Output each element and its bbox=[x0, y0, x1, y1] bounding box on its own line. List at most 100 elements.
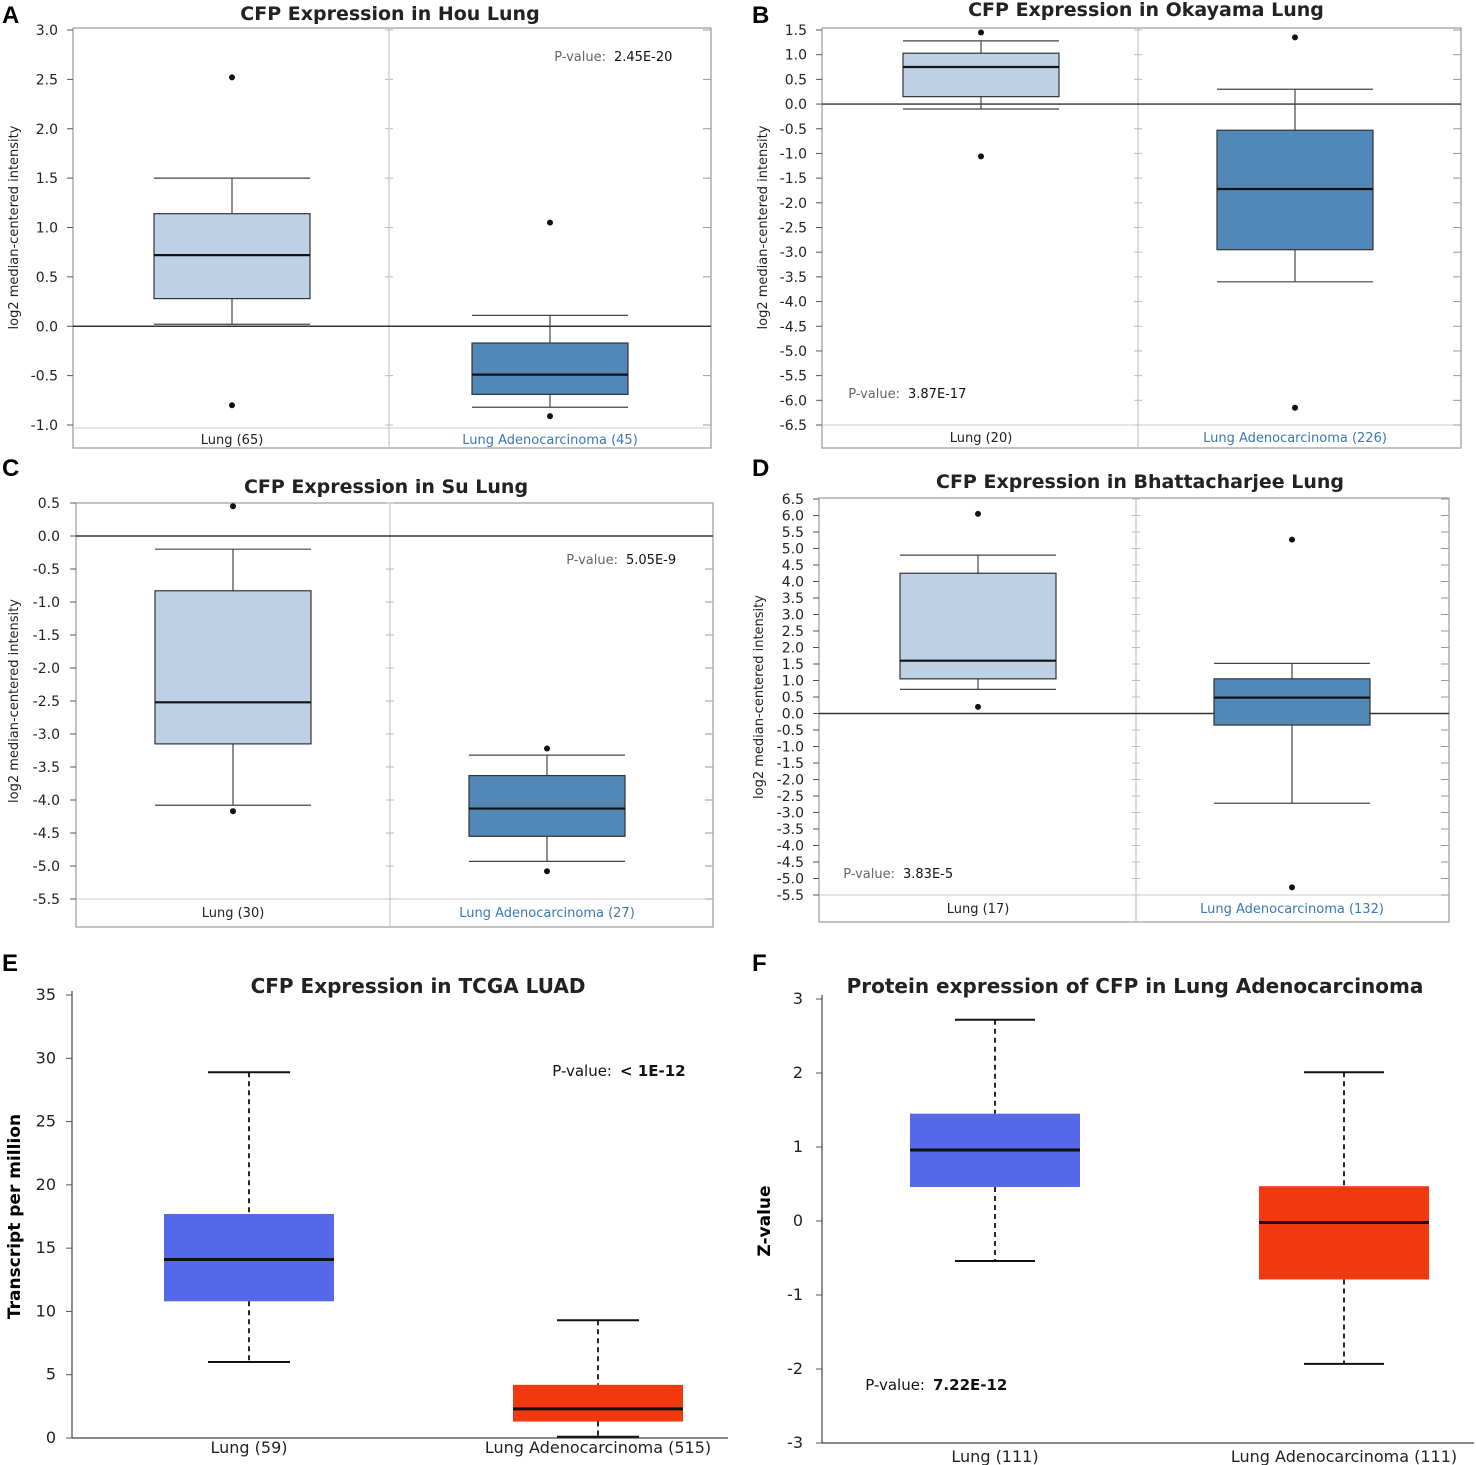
y-tick-label-b-3: 0.0 bbox=[785, 97, 807, 113]
y-tick-label-e-3: 20 bbox=[36, 1175, 56, 1194]
chart-title-f: Protein expression of CFP in Lung Adenoc… bbox=[847, 974, 1424, 998]
outlier-b-0-1 bbox=[978, 153, 984, 160]
box-e-0 bbox=[164, 1213, 334, 1302]
y-tick-label-d-19: -3.0 bbox=[777, 806, 804, 822]
panel-letter-b: B bbox=[752, 2, 770, 29]
y-tick-label-f-1: 2 bbox=[793, 1063, 803, 1082]
category-label-c-0: Lung (30) bbox=[202, 906, 265, 921]
y-tick-label-e-7: 0 bbox=[46, 1428, 56, 1447]
y-tick-label-d-17: -2.0 bbox=[777, 773, 804, 789]
chart-title-c: CFP Expression in Su Lung bbox=[244, 476, 528, 498]
box-c-1 bbox=[468, 774, 626, 837]
y-tick-label-a-2: 2.0 bbox=[36, 122, 58, 138]
category-label-a-1: Lung Adenocarcinoma (45) bbox=[462, 433, 638, 448]
plot-frame-d bbox=[818, 497, 1450, 923]
y-tick-label-d-24: -5.5 bbox=[777, 888, 804, 904]
outlier-a-0-0 bbox=[229, 74, 235, 81]
y-tick-label-d-20: -3.5 bbox=[777, 822, 804, 838]
box-a-1 bbox=[471, 342, 629, 395]
y-tick-label-a-3: 1.5 bbox=[36, 171, 58, 187]
p-value-label-e: P-value: bbox=[552, 1062, 612, 1080]
y-tick-label-f-3: 0 bbox=[793, 1211, 803, 1230]
y-tick-label-b-13: -5.0 bbox=[780, 344, 807, 360]
y-tick-label-d-14: -0.5 bbox=[777, 723, 804, 739]
y-tick-label-e-6: 5 bbox=[46, 1365, 56, 1384]
category-label-d-0: Lung (17) bbox=[947, 902, 1010, 917]
y-tick-label-b-10: -3.5 bbox=[780, 270, 807, 286]
chart-title-d: CFP Expression in Bhattacharjee Lung bbox=[936, 471, 1344, 493]
y-tick-label-c-7: -3.0 bbox=[33, 727, 60, 743]
outlier-d-0-1 bbox=[975, 703, 981, 710]
y-tick-label-f-2: 1 bbox=[793, 1137, 803, 1156]
y-tick-label-f-4: -1 bbox=[787, 1285, 803, 1304]
box-e-1 bbox=[513, 1384, 683, 1422]
p-value-d: 3.83E-5 bbox=[903, 867, 953, 882]
category-label-c-1: Lung Adenocarcinoma (27) bbox=[459, 906, 635, 921]
category-label-e-1: Lung Adenocarcinoma (515) bbox=[485, 1438, 711, 1457]
category-label-a-0: Lung (65) bbox=[201, 433, 264, 448]
y-tick-label-c-5: -2.0 bbox=[33, 661, 60, 677]
outlier-c-0-1 bbox=[230, 808, 236, 815]
y-axis-label-a: log2 median-centered intensity bbox=[7, 125, 22, 329]
y-tick-label-c-1: 0.0 bbox=[38, 529, 60, 545]
panel-letter-c: C bbox=[2, 455, 20, 482]
panel-letter-f: F bbox=[752, 950, 767, 977]
y-axis-label-b: log2 median-centered intensity bbox=[756, 125, 771, 329]
box-d-0 bbox=[899, 572, 1057, 680]
p-value-label-b: P-value: bbox=[848, 387, 900, 402]
y-tick-label-e-5: 10 bbox=[36, 1301, 56, 1320]
y-tick-label-b-0: 1.5 bbox=[785, 23, 807, 39]
y-tick-label-c-0: 0.5 bbox=[38, 496, 60, 512]
y-tick-label-f-5: -2 bbox=[787, 1359, 803, 1378]
y-tick-label-d-11: 1.0 bbox=[782, 674, 804, 690]
y-tick-label-f-6: -3 bbox=[787, 1433, 803, 1452]
outlier-c-1-0 bbox=[544, 745, 550, 752]
outlier-c-1-1 bbox=[544, 868, 550, 875]
plot-frame-c bbox=[75, 502, 714, 928]
y-tick-label-c-12: -5.5 bbox=[33, 892, 60, 908]
y-tick-label-b-1: 1.0 bbox=[785, 48, 807, 64]
chart-title-a: CFP Expression in Hou Lung bbox=[240, 3, 539, 25]
y-tick-label-d-7: 3.0 bbox=[782, 608, 804, 624]
y-tick-label-b-16: -6.5 bbox=[780, 418, 807, 434]
y-tick-label-d-21: -4.0 bbox=[777, 839, 804, 855]
outlier-a-0-1 bbox=[229, 402, 235, 409]
y-tick-label-b-11: -4.0 bbox=[780, 295, 807, 311]
y-tick-label-b-7: -2.0 bbox=[780, 196, 807, 212]
y-tick-label-d-12: 0.5 bbox=[782, 690, 804, 706]
y-tick-label-a-7: -0.5 bbox=[31, 369, 58, 385]
y-tick-label-e-2: 25 bbox=[36, 1112, 56, 1131]
category-label-b-1: Lung Adenocarcinoma (226) bbox=[1203, 431, 1387, 446]
y-tick-label-d-18: -2.5 bbox=[777, 789, 804, 805]
y-axis-label-e: Transcript per million bbox=[5, 1114, 25, 1319]
outlier-a-1-0 bbox=[547, 219, 553, 226]
y-tick-label-c-10: -4.5 bbox=[33, 826, 60, 842]
y-tick-label-a-8: -1.0 bbox=[31, 418, 58, 434]
y-tick-label-d-1: 6.0 bbox=[782, 509, 804, 525]
p-value-a: 2.45E-20 bbox=[614, 50, 672, 65]
outlier-d-0-0 bbox=[975, 510, 981, 517]
y-tick-label-c-11: -5.0 bbox=[33, 859, 60, 875]
p-value-label-c: P-value: bbox=[566, 553, 618, 568]
y-tick-label-d-8: 2.5 bbox=[782, 624, 804, 640]
y-tick-label-b-12: -4.5 bbox=[780, 319, 807, 335]
outlier-b-1-0 bbox=[1292, 34, 1298, 41]
y-tick-label-b-9: -3.0 bbox=[780, 245, 807, 261]
y-tick-label-b-8: -2.5 bbox=[780, 221, 807, 237]
y-tick-label-d-5: 4.0 bbox=[782, 575, 804, 591]
y-tick-label-d-6: 3.5 bbox=[782, 591, 804, 607]
y-tick-label-d-2: 5.5 bbox=[782, 525, 804, 541]
y-tick-label-f-0: 3 bbox=[793, 989, 803, 1008]
y-tick-label-a-6: 0.0 bbox=[36, 319, 58, 335]
y-tick-label-e-0: 35 bbox=[36, 985, 56, 1004]
y-tick-label-a-5: 0.5 bbox=[36, 270, 58, 286]
outlier-b-1-1 bbox=[1292, 404, 1298, 411]
y-axis-label-c: log2 median-centered intensity bbox=[7, 599, 22, 803]
p-value-label-a: P-value: bbox=[554, 50, 606, 65]
panel-letter-e: E bbox=[2, 950, 19, 977]
outlier-b-0-0 bbox=[978, 29, 984, 36]
box-c-0 bbox=[154, 590, 312, 745]
y-tick-label-b-6: -1.5 bbox=[780, 171, 807, 187]
y-tick-label-c-3: -1.0 bbox=[33, 595, 60, 611]
